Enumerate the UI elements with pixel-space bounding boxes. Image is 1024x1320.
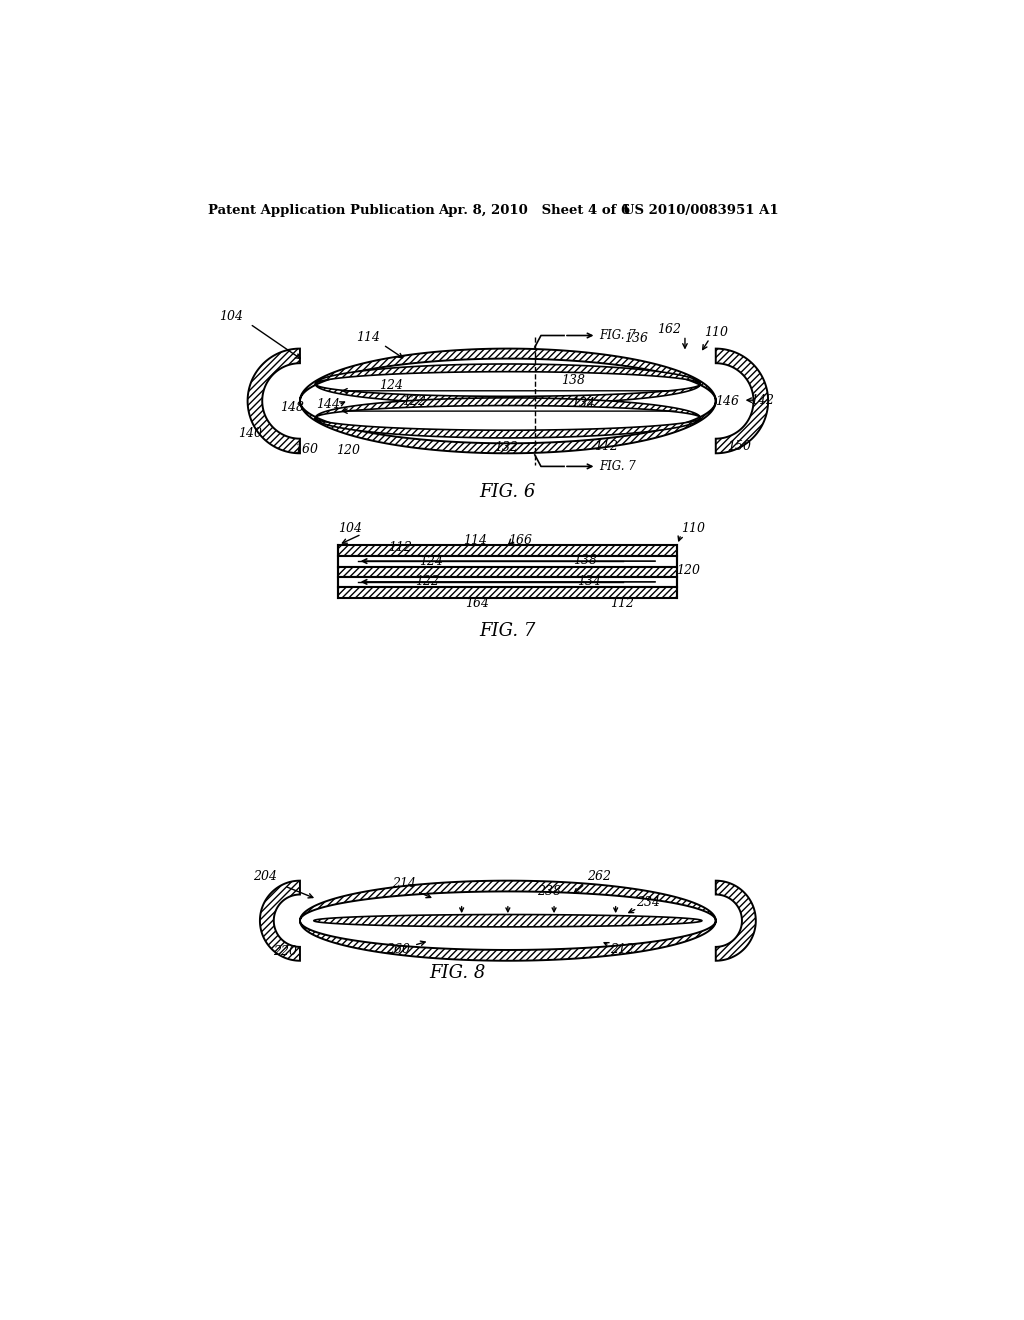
Text: 160: 160 bbox=[294, 444, 318, 455]
Text: 112: 112 bbox=[388, 541, 412, 554]
Text: 104: 104 bbox=[219, 310, 243, 323]
Text: US 2010/0083951 A1: US 2010/0083951 A1 bbox=[624, 205, 779, 218]
Text: 150: 150 bbox=[727, 440, 751, 453]
Polygon shape bbox=[339, 587, 677, 598]
Text: 134: 134 bbox=[571, 397, 595, 409]
Polygon shape bbox=[315, 397, 700, 418]
Text: 144: 144 bbox=[316, 399, 340, 412]
Text: 262: 262 bbox=[587, 870, 610, 883]
Polygon shape bbox=[300, 921, 716, 961]
Text: 112: 112 bbox=[610, 597, 634, 610]
Text: Apr. 8, 2010   Sheet 4 of 6: Apr. 8, 2010 Sheet 4 of 6 bbox=[438, 205, 631, 218]
Polygon shape bbox=[716, 880, 756, 961]
Text: 136: 136 bbox=[624, 333, 648, 345]
Polygon shape bbox=[339, 577, 677, 587]
Text: 214: 214 bbox=[392, 878, 416, 890]
Text: 138: 138 bbox=[561, 374, 586, 387]
Text: 260: 260 bbox=[386, 944, 411, 957]
Polygon shape bbox=[716, 348, 768, 453]
Text: 110: 110 bbox=[681, 521, 705, 535]
Text: 124: 124 bbox=[379, 379, 402, 392]
Polygon shape bbox=[313, 915, 701, 927]
Text: FIG. 7: FIG. 7 bbox=[599, 329, 636, 342]
Text: 166: 166 bbox=[508, 533, 532, 546]
Text: 120: 120 bbox=[676, 564, 700, 577]
Text: 164: 164 bbox=[465, 597, 489, 610]
Text: 146: 146 bbox=[716, 395, 739, 408]
Text: 114: 114 bbox=[464, 533, 487, 546]
Text: 220: 220 bbox=[272, 945, 297, 958]
Polygon shape bbox=[300, 348, 716, 401]
Polygon shape bbox=[248, 348, 300, 453]
Text: 162: 162 bbox=[657, 323, 682, 335]
Text: 104: 104 bbox=[338, 521, 362, 535]
Text: 204: 204 bbox=[253, 870, 278, 883]
Text: 212: 212 bbox=[610, 944, 634, 957]
Polygon shape bbox=[339, 545, 677, 556]
Text: FIG. 8: FIG. 8 bbox=[430, 964, 486, 982]
Polygon shape bbox=[300, 401, 716, 453]
Polygon shape bbox=[315, 364, 700, 384]
Text: 148: 148 bbox=[281, 400, 304, 413]
Text: 140: 140 bbox=[238, 426, 262, 440]
Polygon shape bbox=[300, 880, 716, 921]
Polygon shape bbox=[260, 880, 300, 961]
Text: 112: 112 bbox=[594, 440, 618, 453]
Text: 122: 122 bbox=[401, 395, 426, 408]
Polygon shape bbox=[339, 566, 677, 577]
Text: 120: 120 bbox=[336, 445, 359, 458]
Text: 234: 234 bbox=[636, 896, 660, 909]
Text: FIG. 7: FIG. 7 bbox=[479, 622, 536, 640]
Text: 124: 124 bbox=[419, 554, 442, 568]
Text: FIG. 6: FIG. 6 bbox=[479, 483, 536, 500]
Text: 142: 142 bbox=[750, 393, 774, 407]
Text: 132: 132 bbox=[495, 441, 518, 454]
Polygon shape bbox=[339, 556, 677, 566]
Text: 110: 110 bbox=[703, 326, 728, 339]
Text: 138: 138 bbox=[572, 554, 597, 566]
Text: FIG. 7: FIG. 7 bbox=[599, 459, 636, 473]
Text: 238: 238 bbox=[537, 884, 561, 898]
Text: 114: 114 bbox=[355, 330, 380, 343]
Text: 134: 134 bbox=[577, 576, 601, 589]
Polygon shape bbox=[315, 384, 700, 404]
Polygon shape bbox=[315, 418, 700, 438]
Text: Patent Application Publication: Patent Application Publication bbox=[208, 205, 434, 218]
Text: 122: 122 bbox=[415, 576, 439, 589]
